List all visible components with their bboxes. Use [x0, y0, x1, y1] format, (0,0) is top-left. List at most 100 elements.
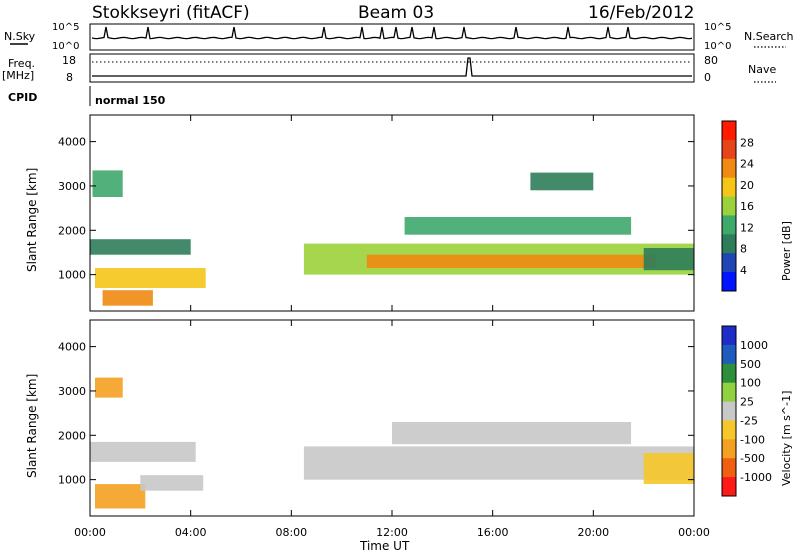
cpid-label: CPID — [8, 91, 37, 104]
colorbar-tick-label: -100 — [740, 433, 765, 446]
colorbar-swatch — [722, 177, 736, 198]
power-region-7 — [530, 172, 594, 191]
nave-label: Nave — [748, 63, 776, 76]
ytick-label: 1000 — [58, 474, 86, 487]
power-region-8 — [643, 248, 694, 271]
time-tick-label: 16:00 — [477, 526, 509, 539]
power-region-6 — [404, 217, 632, 235]
colorbar-swatch — [722, 196, 736, 216]
nsky-tick-top: 10^5 — [52, 22, 79, 33]
colorbar-frame — [721, 325, 737, 497]
colorbar-label: Power [dB] — [780, 221, 793, 281]
colorbar-swatch — [722, 253, 736, 273]
freq-tick-top: 18 — [62, 54, 76, 67]
ytick-label: 4000 — [58, 341, 86, 354]
time-tick-label: 12:00 — [376, 526, 408, 539]
colorbar-swatch — [722, 158, 736, 179]
nave-tick-bottom: 0 — [704, 71, 711, 84]
velocity-region-3 — [140, 475, 204, 491]
colorbar-swatch — [722, 420, 736, 440]
colorbar-tick-label: -500 — [740, 452, 765, 465]
power-colorbar: 28 24 20 16 12 8 4 Power [dB] — [721, 120, 793, 292]
velocity-region-2 — [95, 484, 146, 509]
colorbar-swatch — [722, 382, 736, 403]
colorbar-swatch — [722, 272, 736, 292]
colorbar-swatch — [722, 121, 736, 141]
power-region-2 — [95, 268, 206, 288]
colorbar-tick-label: 28 — [740, 136, 754, 149]
nsearch-label: N.Search — [744, 30, 794, 43]
colorbar-swatch — [722, 139, 736, 160]
colorbar-swatch — [722, 477, 736, 497]
power-region-5 — [366, 254, 657, 268]
colorbar-swatch — [722, 344, 736, 365]
velocity-ylabel: Slant Range [km] — [25, 374, 39, 478]
colorbar-tick-label: 100 — [740, 377, 761, 390]
freq-panel — [89, 53, 695, 83]
power-ylabel: Slant Range [km] — [25, 168, 39, 272]
date-title: 16/Feb/2012 — [588, 3, 694, 23]
time-tick-label: 00:00 — [678, 526, 710, 539]
station-title: Stokkseyri (fitACF) — [92, 3, 250, 23]
ytick-label: 4000 — [58, 136, 86, 149]
freq-trace — [92, 57, 692, 77]
power-heatmap-cells — [90, 170, 694, 306]
nave-tick-top: 80 — [704, 54, 718, 67]
time-tick-label: 00:00 — [74, 526, 106, 539]
colorbar-tick-label: 4 — [740, 264, 747, 277]
xlabel: Time UT — [359, 539, 410, 553]
velocity-region-0 — [95, 377, 123, 398]
nsky-trace — [91, 26, 693, 40]
colorbar-swatch — [722, 326, 736, 346]
velocity-axes: 1000 2000 3000 4000 — [58, 320, 695, 516]
colorbar-tick-label: 16 — [740, 200, 754, 213]
velocity-region-6 — [643, 453, 694, 484]
velocity-region-1 — [90, 441, 196, 462]
colorbar-tick-label: 12 — [740, 221, 754, 234]
ytick-label: 2000 — [58, 429, 86, 442]
power-region-1 — [90, 239, 191, 255]
colorbar-tick-label: -1000 — [740, 471, 772, 484]
colorbar-tick-label: 25 — [740, 396, 754, 409]
cpid-value: normal 150 — [95, 94, 166, 107]
colorbar-swatch — [722, 458, 736, 478]
colorbar-swatch — [722, 215, 736, 235]
colorbar-tick-label: 8 — [740, 243, 747, 256]
colorbar-swatch — [722, 363, 736, 384]
colorbar-tick-label: 1000 — [740, 339, 768, 352]
beam-title: Beam 03 — [358, 3, 434, 23]
ytick-label: 2000 — [58, 224, 86, 237]
colorbar-swatch — [722, 234, 736, 254]
colorbar-frame — [721, 120, 737, 292]
velocity-heatmap-cells — [90, 377, 694, 509]
velocity-region-4 — [303, 446, 694, 480]
nsearch-tick-bottom: 10^0 — [704, 41, 731, 52]
time-tick-label: 20:00 — [577, 526, 609, 539]
nsky-label: N.Sky — [4, 30, 36, 43]
nsearch-tick-top: 10^5 — [704, 22, 731, 33]
nsky-panel — [89, 23, 695, 51]
nsky-tick-bottom: 10^0 — [52, 41, 79, 52]
freq-tick-bottom: 8 — [66, 71, 73, 84]
ytick-label: 1000 — [58, 269, 86, 282]
colorbar-tick-label: 24 — [740, 158, 754, 171]
velocity-region-5 — [392, 422, 632, 445]
colorbar-swatch — [722, 401, 736, 421]
colorbar-tick-label: 20 — [740, 179, 754, 192]
colorbar-swatch — [722, 439, 736, 459]
colorbar-tick-label: 500 — [740, 358, 761, 371]
time-axis: 00:00 04:00 08:00 12:00 16:00 20:00 00:00 — [74, 526, 710, 539]
power-region-3 — [102, 290, 153, 306]
freq-unit: [MHz] — [2, 69, 34, 82]
time-tick-label: 04:00 — [175, 526, 207, 539]
power-region-0 — [92, 170, 123, 197]
colorbar-tick-label: -25 — [740, 414, 758, 427]
freq-label: Freq. — [8, 57, 35, 70]
velocity-colorbar: 1000 500 100 25 -25 -100 -500 -1000 Velocity [m … — [721, 325, 793, 497]
colorbar-label: Velocity [m s^-1] — [780, 391, 793, 486]
time-tick-label: 08:00 — [275, 526, 307, 539]
ytick-label: 3000 — [58, 180, 86, 193]
power-axes: 1000 2000 3000 4000 — [58, 115, 695, 311]
